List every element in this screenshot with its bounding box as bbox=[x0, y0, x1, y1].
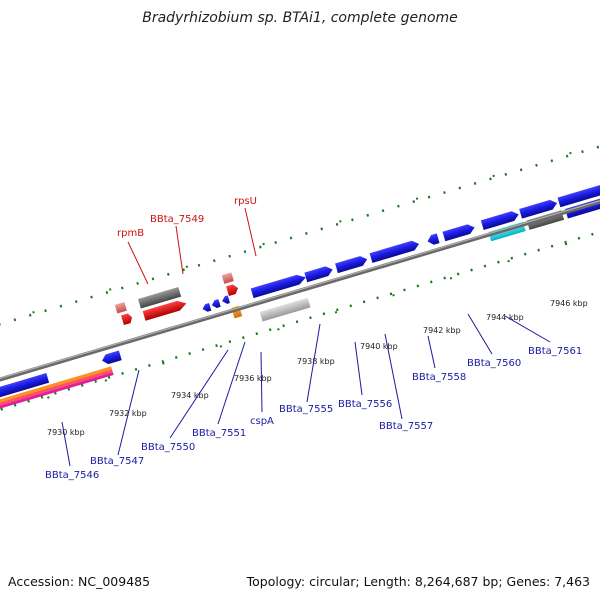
gene-label-BBta_7557[interactable]: BBta_7557 bbox=[379, 421, 433, 432]
accession-text: Accession: NC_009485 bbox=[8, 574, 151, 589]
kbp-label: 7930 kbp bbox=[47, 428, 85, 437]
gene-BBta_7555[interactable] bbox=[250, 273, 308, 299]
gene-label-cspA[interactable]: cspA bbox=[250, 416, 274, 427]
kbp-label: 7934 kbp bbox=[171, 391, 209, 400]
top-strand-genes bbox=[114, 183, 600, 326]
gene-BBta_7561[interactable] bbox=[480, 210, 520, 230]
gene-label-BBta_7558[interactable]: BBta_7558 bbox=[412, 372, 466, 383]
gene-BBta_7558[interactable] bbox=[369, 239, 421, 263]
gene-rpsU-arrow[interactable] bbox=[226, 283, 239, 297]
kbp-label: 7942 kbp bbox=[423, 326, 461, 335]
kbp-label: 7946 kbp bbox=[550, 299, 588, 308]
gene-label-rpmB[interactable]: rpmB bbox=[117, 228, 144, 239]
gene-blue-small-4[interactable] bbox=[426, 233, 440, 246]
gene-lightgray[interactable] bbox=[259, 297, 311, 322]
gene-BBta_7549-box[interactable] bbox=[138, 287, 182, 309]
gene-BBta_7546[interactable] bbox=[0, 373, 50, 405]
tick-row-bottom bbox=[0, 210, 600, 425]
gene-label-BBta_7550[interactable]: BBta_7550 bbox=[141, 442, 195, 453]
gene-BBta_7556[interactable] bbox=[304, 265, 334, 283]
gene-label-rpsU[interactable]: rpsU bbox=[234, 196, 257, 207]
bottom-gene-labels: BBta_7546 BBta_7547 BBta_7550 BBta_7551 … bbox=[45, 313, 582, 481]
gene-blue-9[interactable] bbox=[557, 183, 600, 208]
top-gene-labels: rpmB BBta_7549 rpsU bbox=[117, 196, 257, 285]
genome-title: Bradyrhizobium sp. BTAi1, complete genom… bbox=[142, 10, 458, 26]
gene-label-BBta_7546[interactable]: BBta_7546 bbox=[45, 470, 99, 481]
topology-summary: Topology: circular; Length: 8,264,687 bp… bbox=[246, 574, 590, 589]
gene-label-BBta_7556[interactable]: BBta_7556 bbox=[338, 399, 392, 410]
genome-backbone bbox=[0, 175, 600, 402]
track-magenta bbox=[0, 372, 114, 415]
gene-rpmB-box[interactable] bbox=[114, 301, 127, 314]
gene-rpsU-box[interactable] bbox=[221, 272, 234, 284]
gene-BBta_7549-arrow[interactable] bbox=[142, 299, 188, 321]
gene-BBta_7557[interactable] bbox=[335, 254, 369, 274]
gene-label-BBta_7547[interactable]: BBta_7547 bbox=[90, 456, 144, 467]
gene-label-BBta_7549[interactable]: BBta_7549 bbox=[150, 214, 204, 225]
gene-label-BBta_7551[interactable]: BBta_7551 bbox=[192, 428, 246, 439]
track-orange bbox=[0, 366, 112, 410]
gene-blue-small-1[interactable] bbox=[201, 302, 212, 313]
gene-label-BBta_7561[interactable]: BBta_7561 bbox=[528, 346, 582, 357]
gene-rpmB-arrow[interactable] bbox=[121, 313, 133, 326]
gene-label-BBta_7560[interactable]: BBta_7560 bbox=[467, 358, 521, 369]
kbp-label: 7936 kbp bbox=[234, 374, 272, 383]
gene-blue-8[interactable] bbox=[519, 198, 558, 219]
kbp-label: 7944 kbp bbox=[486, 313, 524, 322]
gene-BBta_7560[interactable] bbox=[442, 223, 476, 242]
tick-row-top bbox=[0, 129, 600, 344]
gene-label-BBta_7555[interactable]: BBta_7555 bbox=[279, 404, 333, 415]
gene-BBta_7547[interactable] bbox=[101, 350, 122, 366]
bottom-strand-genes bbox=[0, 350, 122, 415]
kbp-label: 7940 kbp bbox=[360, 342, 398, 351]
gene-blue-small-2[interactable] bbox=[211, 299, 221, 309]
track-red bbox=[0, 369, 113, 412]
gene-blue-small-3[interactable] bbox=[221, 295, 230, 305]
kbp-label: 7938 kbp bbox=[297, 357, 335, 366]
